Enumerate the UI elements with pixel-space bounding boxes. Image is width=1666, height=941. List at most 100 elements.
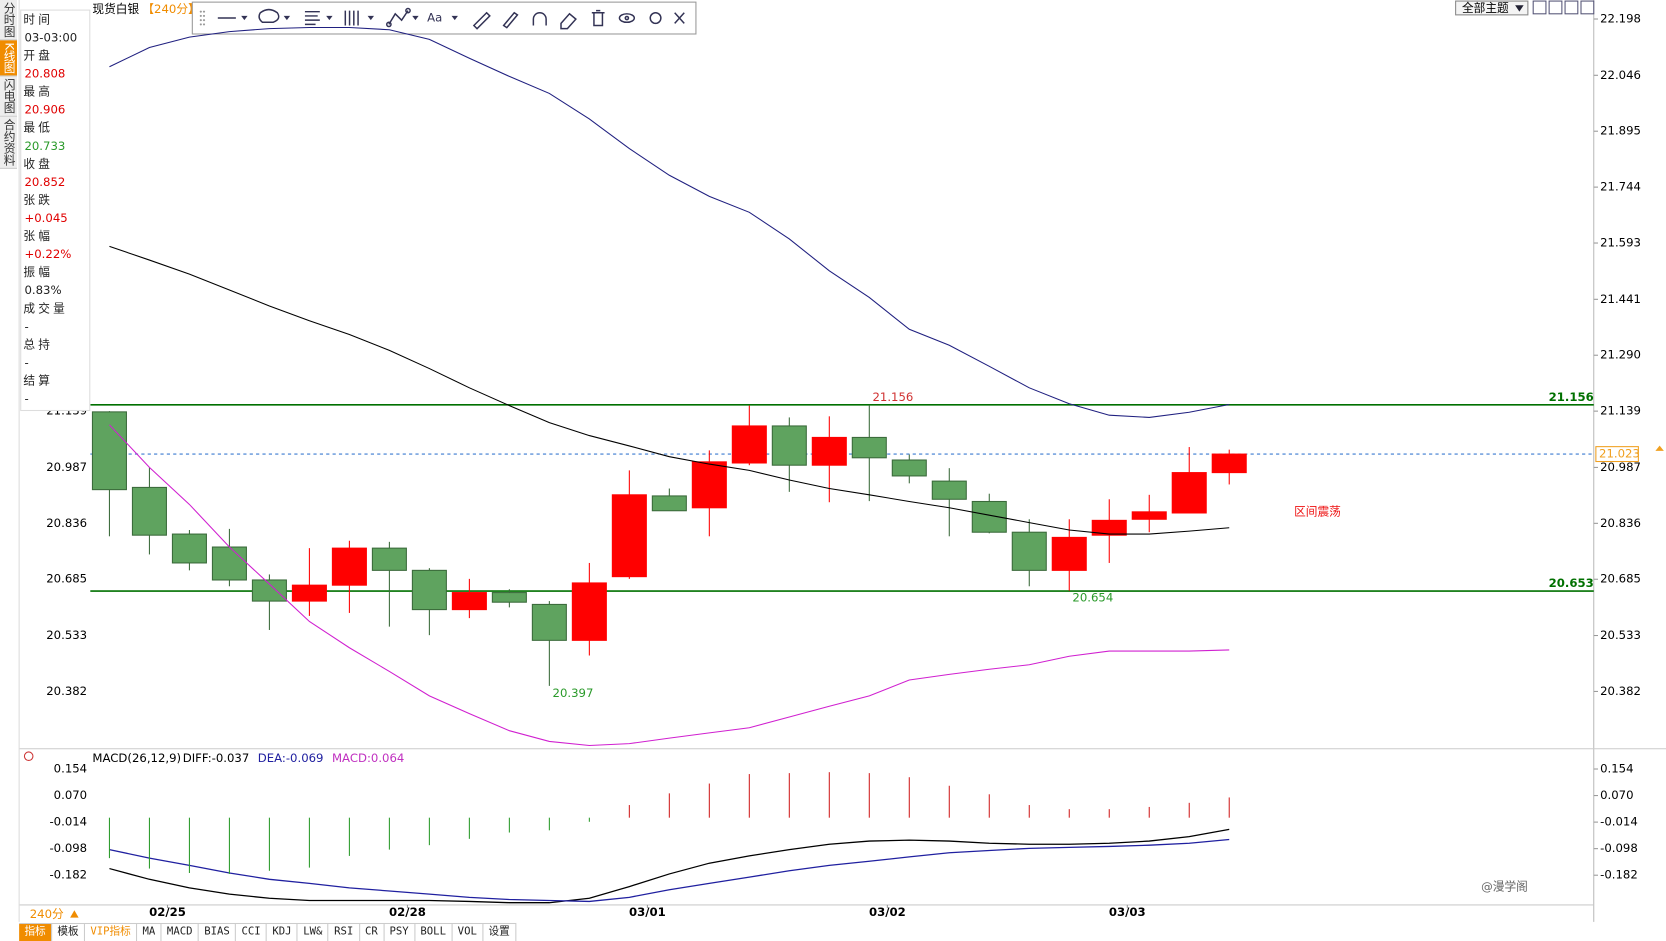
field-label: 振幅 <box>23 265 54 280</box>
y-tick-label: 20.382 <box>1600 684 1641 698</box>
legend-entry: MACD:0.064 <box>332 751 404 765</box>
x-tick-label: 03/02 <box>869 905 906 919</box>
period: 【240分】 <box>142 2 199 16</box>
side-tab[interactable]: K线图 <box>0 40 17 77</box>
field-value: - <box>24 319 29 334</box>
macd-title: MACD(26,12,9) <box>92 751 181 765</box>
candle-body <box>1171 472 1207 514</box>
candle-body <box>131 486 167 536</box>
font-tool[interactable]: Aa <box>427 11 442 25</box>
indicator-tab[interactable]: VIP指标 <box>85 924 138 941</box>
field-label: 开盘 <box>23 48 54 63</box>
theme-box <box>1455 0 1529 16</box>
annotation: 区间震荡 <box>1294 504 1341 518</box>
field-value: - <box>24 391 29 406</box>
indicator-tab[interactable]: MA <box>137 924 162 941</box>
y-tick-label: 20.685 <box>1600 572 1641 586</box>
low-label: 20.654 <box>1072 591 1113 605</box>
field-label: 收盘 <box>23 157 54 171</box>
y-tick-label-left: 20.685 <box>46 572 87 586</box>
y-tick-label: 20.533 <box>1600 628 1641 642</box>
y-tick-label: -0.182 <box>1600 868 1638 882</box>
indicator-tab[interactable]: BOLL <box>415 924 453 941</box>
candle-body <box>531 603 567 641</box>
layout-icon[interactable] <box>1580 0 1595 15</box>
period-selector[interactable]: 240分 <box>30 907 64 921</box>
y-tick-label-left: 20.533 <box>46 628 87 642</box>
macd-line <box>109 828 1230 904</box>
y-tick-label-left: 20.382 <box>46 684 87 698</box>
candle-body <box>851 436 887 459</box>
indicator-tab[interactable]: KDJ <box>267 924 298 941</box>
y-tick-label-left: -0.014 <box>49 815 87 829</box>
last-price-label: 21.023 <box>1599 447 1640 461</box>
indicator-tab[interactable]: VOL <box>452 924 484 941</box>
indicator-tab[interactable]: 指标 <box>19 924 53 941</box>
overlay-line <box>109 26 1230 418</box>
indicator-tab[interactable]: PSY <box>384 924 416 941</box>
candle-body <box>611 494 647 578</box>
y-tick-label-left: -0.098 <box>49 841 87 855</box>
side-tab[interactable]: 闪电图 <box>0 76 17 118</box>
theme-button[interactable]: 全部主题 <box>1455 0 1595 16</box>
indicator-tab[interactable]: RSI <box>329 924 360 941</box>
last-price-box <box>1595 446 1639 463</box>
candle-body <box>291 584 327 602</box>
info-panel: 时间 03-03:00 开盘 20.808 最高 20.906 最低 20.733 收盘 20.8… <box>20 9 91 412</box>
field-value: 20.852 <box>24 175 66 190</box>
field-label: 结算 <box>23 373 54 388</box>
theme-label: 全部主题 <box>1462 1 1509 15</box>
settings-icon[interactable] <box>23 751 34 761</box>
tool-icons[interactable] <box>217 7 685 30</box>
layout-icon[interactable] <box>1564 0 1579 15</box>
field-label: 最高 <box>23 84 54 99</box>
field-value: 0.83% <box>24 283 62 298</box>
indicator-tab[interactable]: LW& <box>298 924 329 941</box>
side-tab[interactable]: 分时图 <box>0 0 17 41</box>
overlay-line <box>109 424 1230 747</box>
x-tick-label: 02/28 <box>389 905 426 919</box>
field-value: 20.906 <box>24 103 66 117</box>
y-tick-label: 21.290 <box>1600 348 1641 362</box>
y-tick-label: 0.154 <box>1600 762 1633 776</box>
watermark: @漫学阁 <box>1481 879 1528 893</box>
side-tab[interactable]: 合约资料 <box>0 117 17 170</box>
x-tick-label: 03/01 <box>629 905 666 919</box>
layout-icon[interactable] <box>1548 0 1563 15</box>
y-tick-label: 0.070 <box>1600 788 1633 802</box>
candle-body <box>1051 536 1087 571</box>
indicator-tab[interactable]: MACD <box>162 924 199 941</box>
indicator-tab[interactable]: 模板 <box>52 924 85 941</box>
grip <box>199 10 206 26</box>
indicator-tab[interactable]: BIAS <box>199 924 237 941</box>
indicator-tabs: 指标 模板 VIP指标 MA MACD BIAS CCI KDJ LW& RSI CR PSY BOLL… <box>19 922 517 941</box>
layout-icon[interactable] <box>1532 0 1547 15</box>
indicator-tab[interactable]: 设置 <box>483 924 517 941</box>
field-value: +0.22% <box>24 247 72 262</box>
y-tick-label-left: 20.836 <box>46 516 87 530</box>
candle-body <box>251 579 287 602</box>
y-tick-label: 20.836 <box>1600 516 1641 530</box>
indicator-tab[interactable]: CR <box>360 924 385 941</box>
field-value: 20.733 <box>24 139 66 153</box>
candle-body <box>411 569 447 611</box>
level-label: 21.156 <box>1549 390 1594 404</box>
field-label: 最低 <box>23 121 54 135</box>
field-value: - <box>24 355 29 370</box>
legend-entry: DIFF:-0.037 <box>183 751 250 765</box>
y-tick-label-left: 20.987 <box>46 460 87 474</box>
period-arrow <box>70 910 79 918</box>
field-label: 总持 <box>23 337 54 352</box>
x-tick-label: 03/03 <box>1109 905 1146 919</box>
indicator-tab[interactable]: CCI <box>236 924 268 941</box>
y-tick-label: 21.441 <box>1600 292 1641 306</box>
y-tick-label: 21.895 <box>1600 124 1641 138</box>
candle-body <box>771 425 807 466</box>
candle-body <box>1091 519 1127 536</box>
y-tick-label-left: 0.070 <box>54 788 87 802</box>
low-label: 20.397 <box>553 686 594 700</box>
last-price-arrow <box>1655 445 1664 451</box>
field-label: 张跌 <box>23 193 54 208</box>
